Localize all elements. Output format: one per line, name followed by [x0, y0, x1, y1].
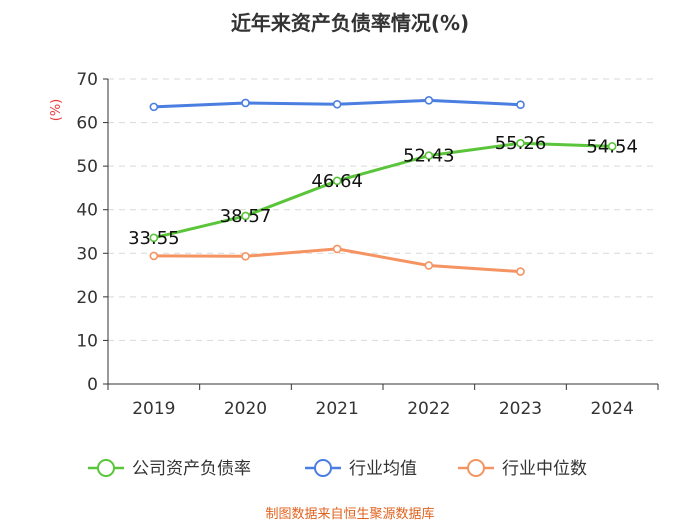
x-tick-label: 2020	[224, 399, 267, 419]
data-point-industry-average	[241, 98, 250, 108]
data-label: 46.64	[311, 171, 363, 192]
data-label: 38.57	[220, 206, 272, 227]
y-tick-label: 30	[76, 244, 98, 264]
data-label: 52.43	[403, 146, 455, 167]
legend-circle-marker	[314, 459, 332, 477]
legend-item[interactable]: 行业均值	[305, 459, 417, 479]
data-point-industry-median	[424, 261, 434, 270]
data-label: 33.55	[128, 228, 180, 249]
legend-circle-marker	[97, 459, 115, 477]
x-tick-labels: 2019 2020 2021 2022 2023 2024	[132, 399, 634, 419]
data-labels: 33.55 38.57 46.64 52.43 55.26 54.54	[128, 133, 638, 249]
data-point-company-debt-ratio	[607, 142, 617, 151]
series-line-company-debt-ratio	[153, 141, 613, 240]
source-note: 制图数据来自恒生聚源数据库	[265, 506, 434, 522]
data-point-company-debt-ratio	[516, 138, 525, 148]
legend-circle-marker	[467, 459, 485, 477]
data-point-industry-average	[332, 99, 342, 109]
legend-item[interactable]: 行业中位数	[458, 459, 587, 479]
series-lines	[149, 96, 617, 276]
x-tick-label: 2024	[591, 399, 634, 419]
y-axis-label: (%)	[49, 99, 64, 122]
legend-label: 公司资产负债率	[132, 459, 251, 479]
data-point-industry-average	[424, 96, 434, 105]
y-tick-label: 70	[76, 70, 98, 90]
y-tick-label: 20	[76, 288, 98, 308]
data-label: 54.54	[586, 136, 638, 157]
data-point-company-debt-ratio	[149, 233, 159, 243]
y-tick-labels: 0 10 20 30 40 50 60 70	[76, 70, 98, 395]
y-tick-label: 50	[76, 157, 98, 177]
data-point-industry-median	[332, 244, 342, 254]
axes	[107, 79, 659, 390]
chart-title: 近年来资产负债率情况(%)	[231, 11, 469, 35]
data-point-industry-median	[241, 252, 250, 261]
data-point-company-debt-ratio	[424, 151, 434, 160]
data-point-industry-average	[149, 102, 159, 112]
data-label: 55.26	[495, 133, 547, 154]
x-tick-label: 2019	[132, 399, 175, 419]
x-tick-label: 2023	[499, 399, 542, 419]
legend-label: 行业均值	[349, 459, 417, 479]
y-tick-label: 40	[76, 201, 98, 221]
legend-label: 行业中位数	[502, 459, 587, 479]
data-point-industry-average	[516, 100, 525, 110]
x-tick-label: 2021	[316, 399, 359, 419]
data-point-company-debt-ratio	[241, 211, 250, 221]
data-point-industry-median	[516, 267, 525, 276]
y-tick-label: 60	[76, 114, 98, 134]
y-tick-label: 0	[87, 375, 98, 395]
y-tick-label: 10	[76, 331, 98, 351]
grid-lines	[103, 78, 658, 385]
data-point-company-debt-ratio	[332, 176, 342, 186]
data-point-industry-median	[149, 251, 159, 261]
legend-item[interactable]: 公司资产负债率	[88, 459, 251, 479]
x-tick-label: 2022	[407, 399, 450, 419]
legend: 公司资产负债率 行业均值 行业中位数	[88, 459, 587, 479]
